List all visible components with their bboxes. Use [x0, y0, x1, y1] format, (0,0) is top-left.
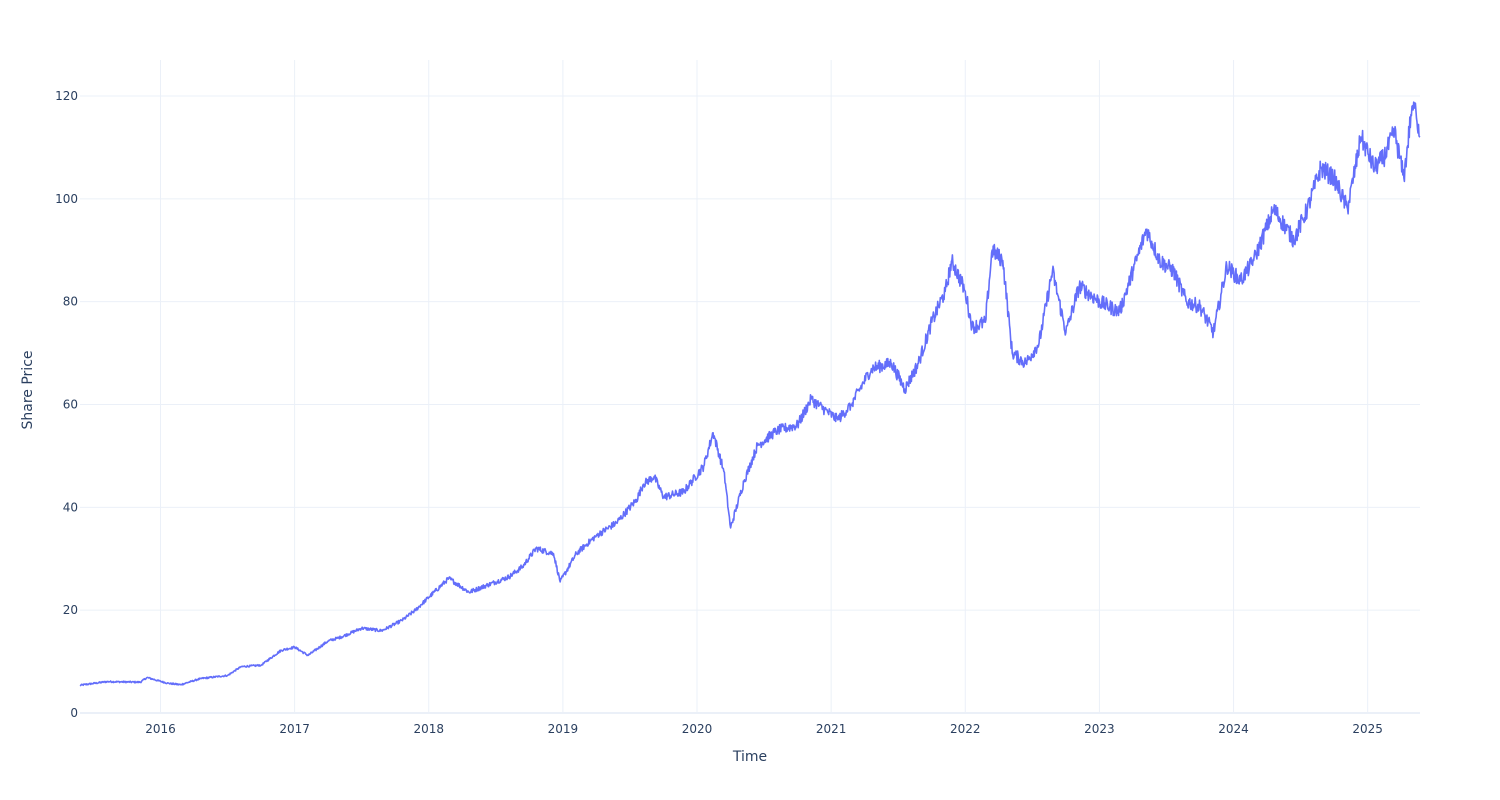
y-tick-label: 0 [70, 706, 78, 720]
x-axis-title: Time [732, 749, 767, 765]
x-tick-label: 2018 [413, 722, 444, 736]
y-axis-title: Share Price [20, 350, 36, 429]
x-axis-ticks: 2016 2017 2018 2019 2020 2021 2022 2023 2024 2025 [145, 722, 1383, 736]
y-tick-label: 100 [55, 192, 78, 206]
series-group [79, 101, 1421, 687]
y-axis-ticks: 0 20 40 60 80 100 120 [55, 89, 78, 720]
series-line [79, 101, 1421, 687]
x-tick-label: 2024 [1218, 722, 1249, 736]
x-tick-label: 2022 [950, 722, 981, 736]
y-gridlines [80, 95, 1420, 714]
x-tick-label: 2016 [145, 722, 176, 736]
x-tick-label: 2019 [548, 722, 579, 736]
y-tick-label: 120 [55, 89, 78, 103]
x-tick-label: 2017 [279, 722, 310, 736]
y-tick-label: 60 [63, 397, 78, 411]
x-gridlines [159, 60, 1369, 713]
x-tick-label: 2021 [816, 722, 847, 736]
y-tick-label: 20 [63, 603, 78, 617]
x-tick-label: 2020 [682, 722, 713, 736]
y-tick-label: 40 [63, 500, 78, 514]
x-tick-label: 2023 [1084, 722, 1115, 736]
x-tick-label: 2025 [1352, 722, 1383, 736]
y-tick-label: 80 [63, 295, 78, 309]
